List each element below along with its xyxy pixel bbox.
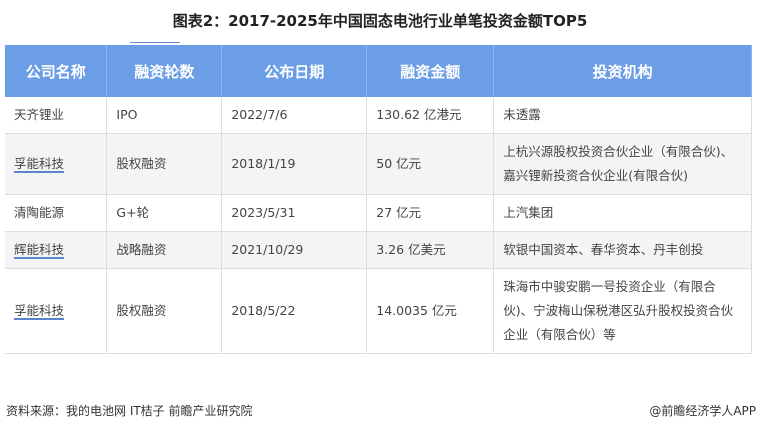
date-cell: 2023/5/31: [231, 205, 296, 220]
divider: [130, 42, 180, 43]
round-cell: IPO: [116, 107, 138, 122]
round-cell: 战略融资: [116, 242, 167, 257]
amount-cell: 27 亿元: [376, 205, 422, 220]
table-row: 辉能科技 战略融资 2021/10/29 3.26 亿美元 软银中国资本、春华资…: [5, 231, 752, 269]
source-note: 资料来源：我的电池网 IT桔子 前瞻产业研究院: [6, 404, 253, 418]
company-cell: 清陶能源: [14, 205, 65, 220]
header-amount: 融资金额: [366, 45, 495, 97]
amount-cell: 130.62 亿港元: [376, 107, 462, 122]
header-date: 公布日期: [221, 45, 368, 97]
investors-cell: 软银中国资本、春华资本、丹丰创投: [503, 242, 704, 257]
header-company: 公司名称: [5, 45, 108, 97]
investors-cell: 未透露: [503, 107, 541, 122]
company-cell: 辉能科技: [14, 242, 65, 259]
header-row: 公司名称 融资轮数 公布日期 融资金额 投资机构: [5, 45, 752, 97]
chart-title: 图表2：2017-2025年中国固态电池行业单笔投资金额TOP5: [172, 12, 588, 30]
table-row: 清陶能源 G+轮 2023/5/31 27 亿元 上汽集团: [5, 194, 752, 232]
date-cell: 2018/5/22: [231, 303, 296, 318]
company-cell: 孚能科技: [14, 156, 65, 173]
date-cell: 2018/1/19: [231, 156, 296, 171]
round-cell: G+轮: [116, 205, 150, 220]
amount-cell: 50 亿元: [376, 156, 422, 171]
table-row: 天齐锂业 IPO 2022/7/6 130.62 亿港元 未透露: [5, 97, 752, 134]
company-cell: 孚能科技: [14, 303, 65, 320]
header-round: 融资轮数: [106, 45, 223, 97]
date-cell: 2021/10/29: [231, 242, 304, 257]
round-cell: 股权融资: [116, 303, 167, 318]
investors-cell: 上杭兴源股权投资合伙企业（有限合伙)、嘉兴锂新投资合伙企业(有限合伙): [503, 144, 734, 183]
investors-cell: 珠海市中骏安鹏一号投资企业（有限合伙)、宁波梅山保税港区弘升股权投资合伙企业（有…: [503, 279, 734, 342]
round-cell: 股权融资: [116, 156, 167, 171]
amount-cell: 14.0035 亿元: [376, 303, 457, 318]
header-investors: 投资机构: [493, 45, 752, 97]
investors-cell: 上汽集团: [503, 205, 554, 220]
investment-table: 公司名称 融资轮数 公布日期 融资金额 投资机构 天齐锂业 IPO 2022/7…: [5, 45, 752, 354]
date-cell: 2022/7/6: [231, 107, 288, 122]
table-row: 孚能科技 股权融资 2018/5/22 14.0035 亿元 珠海市中骏安鹏一号…: [5, 268, 752, 354]
company-cell: 天齐锂业: [14, 107, 65, 122]
brand-label: @前瞻经济学人APP: [649, 404, 756, 418]
table-row: 孚能科技 股权融资 2018/1/19 50 亿元 上杭兴源股权投资合伙企业（有…: [5, 133, 752, 195]
amount-cell: 3.26 亿美元: [376, 242, 446, 257]
